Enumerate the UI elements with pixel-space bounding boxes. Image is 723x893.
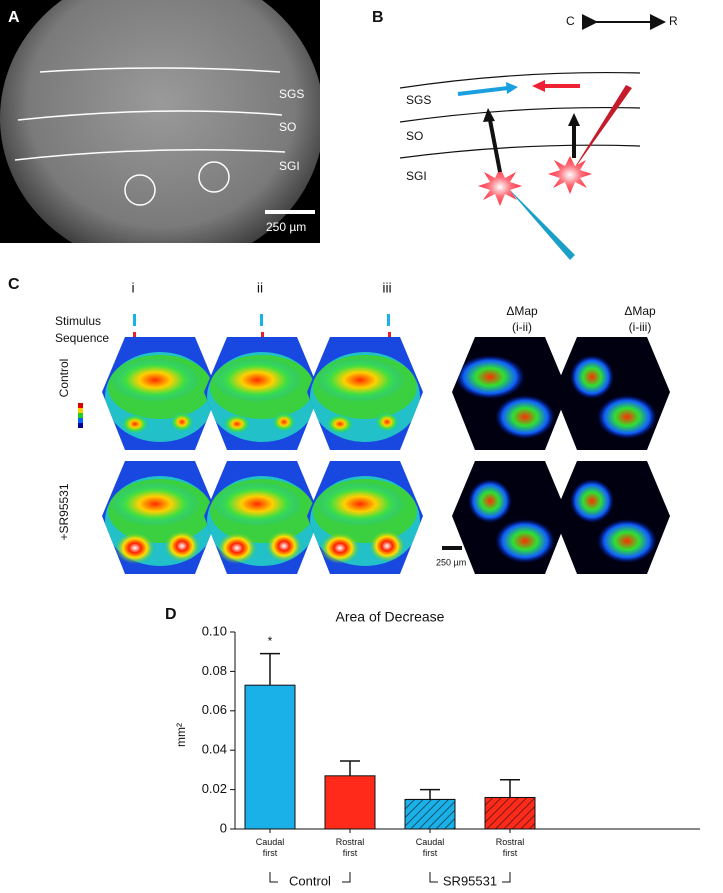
sequence-label: Sequence bbox=[55, 331, 109, 345]
y-axis-label: mm² bbox=[174, 723, 188, 747]
y-tick-label: 0.06 bbox=[202, 702, 227, 717]
map-hot bbox=[570, 479, 614, 523]
map-hot bbox=[110, 358, 200, 402]
column-label: iii bbox=[382, 280, 391, 296]
map-hot bbox=[315, 482, 405, 526]
map-hot bbox=[597, 395, 657, 439]
heat-map bbox=[554, 461, 670, 574]
column-label: (i-ii) bbox=[512, 320, 532, 334]
map-hot bbox=[597, 519, 657, 563]
heat-map bbox=[204, 337, 320, 450]
chart-title: Area of Decrease bbox=[336, 609, 445, 625]
map-hot bbox=[570, 355, 614, 399]
stimulus-tick bbox=[387, 314, 390, 326]
map-hot bbox=[223, 414, 251, 434]
sequence-label: Stimulus bbox=[55, 314, 101, 328]
map-hot bbox=[272, 412, 296, 432]
map-hot bbox=[110, 482, 200, 526]
map-hot bbox=[266, 530, 302, 562]
map-hot bbox=[375, 412, 399, 432]
group-label: SR95531 bbox=[443, 873, 497, 888]
panel-label: A bbox=[8, 9, 20, 26]
layer-label: SGI bbox=[279, 159, 300, 173]
micrograph bbox=[0, 0, 320, 243]
panel-label: B bbox=[372, 9, 384, 26]
heat-map bbox=[102, 461, 218, 574]
column-label: ΔMap bbox=[624, 304, 656, 318]
layer-label: SO bbox=[279, 120, 296, 134]
direction-label: R bbox=[669, 14, 678, 28]
heat-map bbox=[554, 337, 670, 450]
layer-label: SGI bbox=[406, 169, 427, 183]
heat-map bbox=[307, 461, 423, 574]
map-hot bbox=[115, 532, 155, 564]
heat-map bbox=[452, 337, 568, 450]
map-hot bbox=[170, 412, 194, 432]
column-label: (i-iii) bbox=[629, 320, 652, 334]
y-tick-label: 0 bbox=[220, 820, 227, 835]
bracket-gap bbox=[438, 878, 502, 886]
column-label: i bbox=[131, 280, 134, 296]
row-label: +SR95531 bbox=[57, 483, 71, 540]
scale-bar-label: 250 µm bbox=[436, 557, 466, 567]
map-hot bbox=[217, 532, 257, 564]
layer-label: SGS bbox=[406, 93, 431, 107]
heat-map bbox=[452, 461, 568, 574]
map-hot bbox=[315, 358, 405, 402]
panel-label: D bbox=[165, 606, 177, 623]
map-hot bbox=[495, 519, 555, 563]
map-hot bbox=[320, 532, 360, 564]
y-tick-label: 0.02 bbox=[202, 781, 227, 796]
bracket-gap bbox=[278, 878, 342, 886]
map-hot bbox=[326, 414, 354, 434]
y-tick-label: 0.04 bbox=[202, 742, 227, 757]
heat-map bbox=[204, 461, 320, 574]
x-tick-label: Rostral first bbox=[495, 837, 525, 858]
map-hot bbox=[121, 414, 149, 434]
column-label: ΔMap bbox=[506, 304, 538, 318]
color-scale bbox=[78, 403, 83, 428]
bar-hatch bbox=[484, 796, 536, 830]
significance-mark: * bbox=[268, 634, 273, 648]
map-hot bbox=[164, 530, 200, 562]
map-hot bbox=[468, 479, 512, 523]
stimulus-tick bbox=[260, 314, 263, 326]
bar bbox=[324, 775, 376, 830]
x-tick-label: Caudal first bbox=[255, 837, 285, 858]
scale-bar-label: 250 µm bbox=[266, 220, 306, 234]
column-label: ii bbox=[257, 280, 263, 296]
layer-label: SGS bbox=[279, 87, 304, 101]
layer-label: SO bbox=[406, 129, 423, 143]
map-hot bbox=[455, 355, 525, 399]
heat-map bbox=[307, 337, 423, 450]
stimulus-tick bbox=[133, 314, 136, 326]
row-label: Control bbox=[57, 359, 71, 398]
x-tick-label: Rostral first bbox=[335, 837, 365, 858]
direction-label: C bbox=[566, 14, 575, 28]
map-hot bbox=[495, 395, 555, 439]
map-hot bbox=[212, 358, 302, 402]
bar bbox=[244, 684, 296, 830]
y-tick-label: 0.08 bbox=[202, 663, 227, 678]
schematic bbox=[457, 80, 632, 260]
heat-map bbox=[102, 337, 218, 450]
layer-boundaries bbox=[399, 71, 641, 159]
group-label: Control bbox=[289, 873, 331, 888]
panel-label: C bbox=[8, 276, 20, 293]
y-tick-label: 0.10 bbox=[202, 623, 227, 638]
map-hot bbox=[369, 530, 405, 562]
x-tick-label: Caudal first bbox=[415, 837, 445, 858]
bar-hatch bbox=[404, 798, 456, 830]
map-hot bbox=[212, 482, 302, 526]
